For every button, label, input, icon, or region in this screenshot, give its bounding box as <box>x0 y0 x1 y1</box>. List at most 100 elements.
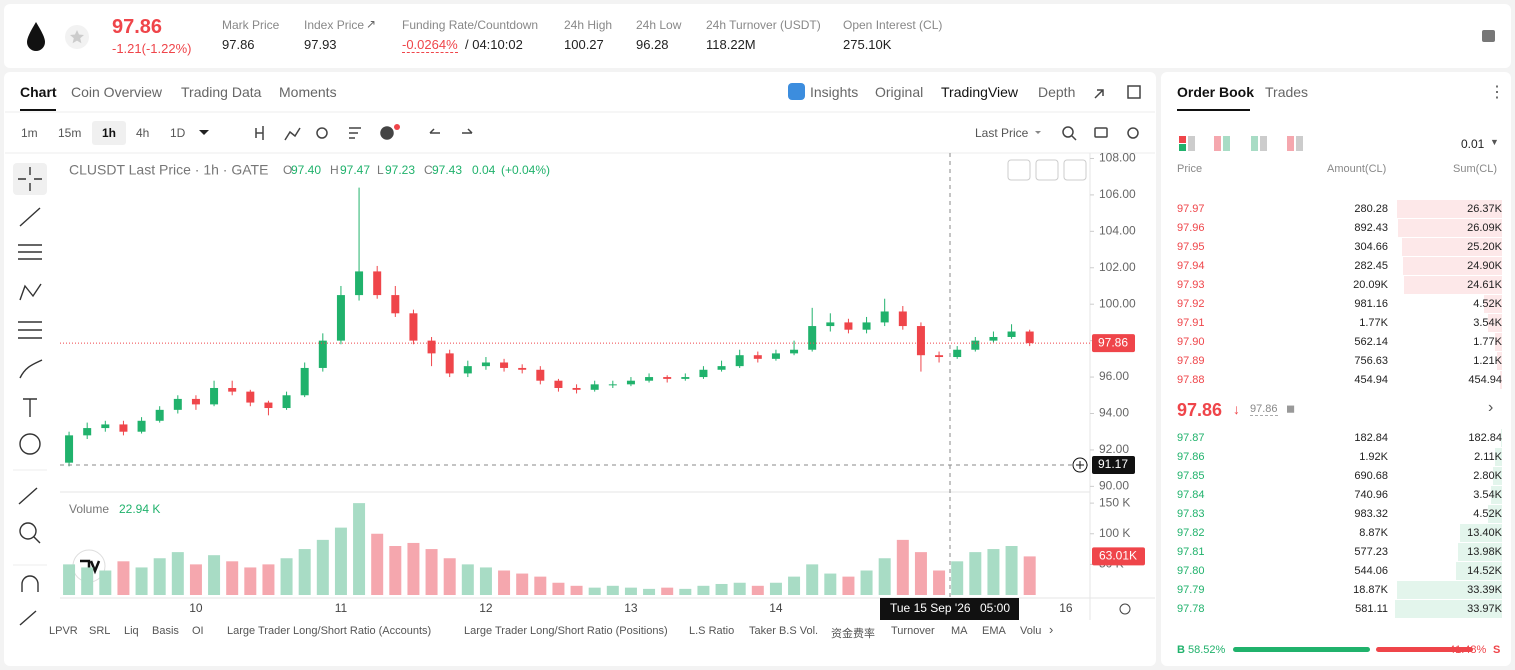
pane-buttons[interactable] <box>1007 159 1087 181</box>
chart-tab[interactable]: Trading Data <box>181 84 262 100</box>
settings-icon[interactable] <box>1482 30 1495 42</box>
volume-bar <box>153 558 166 595</box>
ob-price[interactable]: 97.82 <box>1177 527 1205 539</box>
price-source[interactable]: Last Price <box>975 126 1029 140</box>
volume-bar <box>733 582 746 595</box>
volume-bar <box>588 587 601 595</box>
ob-last-price: 97.86 <box>1177 400 1223 420</box>
volume-bar <box>81 567 94 595</box>
volume-bar <box>570 585 583 595</box>
indicator[interactable]: Large Trader Long/Short Ratio (Accounts) <box>227 625 432 637</box>
indicator[interactable]: Taker B.S Vol. <box>749 625 819 637</box>
ob-price[interactable]: 97.80 <box>1177 565 1205 577</box>
ob-price[interactable]: 97.94 <box>1177 260 1205 272</box>
ob-price[interactable]: 97.85 <box>1177 470 1205 482</box>
indicator[interactable]: SRL <box>89 625 111 637</box>
depth-bar <box>1395 600 1502 618</box>
volume-bar <box>443 558 456 595</box>
crosshair-price-label: 91.17 <box>1098 457 1128 471</box>
indicator[interactable]: Turnover <box>891 625 935 637</box>
ob-price[interactable]: 97.88 <box>1177 374 1205 386</box>
ai-icon <box>788 83 805 100</box>
indicator[interactable]: Liq <box>124 625 139 637</box>
ob-price[interactable]: 97.84 <box>1177 489 1205 501</box>
ob-price[interactable]: 97.86 <box>1177 451 1205 463</box>
chart-view[interactable]: Insights <box>810 84 859 100</box>
stat-label: Funding Rate/Countdown <box>402 18 539 32</box>
ob-price[interactable]: 97.96 <box>1177 222 1205 234</box>
chart-tab[interactable]: Coin Overview <box>71 84 163 100</box>
indicator[interactable]: 资金费率 <box>831 628 875 640</box>
indicator[interactable]: OI <box>192 625 204 637</box>
candle-body <box>645 377 654 381</box>
indicator[interactable]: Basis <box>152 625 179 637</box>
candle-body <box>663 377 672 379</box>
chart-tab[interactable]: Moments <box>279 84 337 100</box>
candle-body <box>155 409 164 421</box>
ob-precision[interactable]: 0.01 <box>1461 137 1485 151</box>
stat-value: 97.86 <box>222 37 255 52</box>
ob-price[interactable]: 97.92 <box>1177 298 1205 310</box>
chart-view[interactable]: TradingView <box>941 84 1019 100</box>
indicator[interactable]: MA <box>951 625 968 637</box>
ob-price[interactable]: 97.95 <box>1177 241 1205 253</box>
volume-bar <box>316 539 329 595</box>
candle-body <box>137 420 146 432</box>
indicator[interactable]: Volu <box>1020 625 1042 637</box>
ob-more[interactable]: › <box>1488 399 1494 416</box>
current-price-tag <box>1092 334 1135 353</box>
indicator-next: › <box>1049 622 1054 637</box>
y-tick-label: 90.00 <box>1099 479 1129 493</box>
axis-settings[interactable] <box>1119 603 1131 615</box>
volume-bar <box>806 564 819 595</box>
stat-value: -0.0264% <box>402 37 458 53</box>
ob-col: Sum(CL) <box>1453 163 1498 175</box>
interval[interactable]: 1D <box>170 126 186 140</box>
interval[interactable]: 1m <box>21 126 38 140</box>
ob-price[interactable]: 97.93 <box>1177 279 1205 291</box>
ob-amount: 454.94 <box>1354 374 1388 386</box>
depth-bar <box>1457 543 1502 561</box>
ob-layout-icons[interactable] <box>1179 136 1303 151</box>
chart-view[interactable]: Depth <box>1038 84 1076 100</box>
ob-price[interactable]: 97.87 <box>1177 432 1205 444</box>
ob-price[interactable]: 97.97 <box>1177 203 1205 215</box>
ob-price[interactable]: 97.83 <box>1177 508 1205 520</box>
candle-body <box>445 353 454 374</box>
external-icon: ↗ <box>366 17 377 31</box>
ob-price[interactable]: 97.90 <box>1177 336 1205 348</box>
ob-price[interactable]: 97.78 <box>1177 603 1205 615</box>
indicator[interactable]: EMA <box>982 625 1006 637</box>
chart-view[interactable]: Original <box>875 84 924 100</box>
coin-logo <box>27 22 45 51</box>
chart-tab[interactable]: Chart <box>20 84 57 100</box>
y-tick-label: 96.00 <box>1099 369 1129 383</box>
volume-tick-label: 150 K <box>1099 495 1130 509</box>
volume-bar <box>715 583 728 595</box>
y-tick-label: 94.00 <box>1099 406 1129 420</box>
indicator[interactable]: L.S Ratio <box>689 625 735 637</box>
interval[interactable]: 1h <box>102 126 117 140</box>
candle-body <box>228 387 237 392</box>
stat-label: Mark Price <box>222 18 280 32</box>
ob-price[interactable]: 97.89 <box>1177 355 1205 367</box>
ohlc-value: 97.23 <box>385 163 415 177</box>
drawing-tools <box>13 163 47 626</box>
ob-tab[interactable]: Trades <box>1265 84 1309 100</box>
ob-tab[interactable]: Order Book <box>1177 84 1255 100</box>
candle-body <box>790 349 799 354</box>
ob-price[interactable]: 97.91 <box>1177 317 1205 329</box>
ob-sum: 13.40K <box>1467 527 1502 539</box>
volume-bar <box>171 552 184 595</box>
interval[interactable]: 4h <box>136 126 150 140</box>
volume-bar <box>824 573 837 595</box>
ob-price[interactable]: 97.81 <box>1177 546 1205 558</box>
depth-bar <box>1487 314 1502 332</box>
volume-bar <box>117 561 130 595</box>
indicator[interactable]: Large Trader Long/Short Ratio (Positions… <box>464 625 668 637</box>
x-tick-label: 14 <box>769 601 783 615</box>
ob-price[interactable]: 97.79 <box>1177 584 1205 596</box>
indicator[interactable]: LPVR <box>49 625 78 637</box>
ob-amount: 282.45 <box>1354 260 1388 272</box>
interval[interactable]: 15m <box>58 126 82 140</box>
